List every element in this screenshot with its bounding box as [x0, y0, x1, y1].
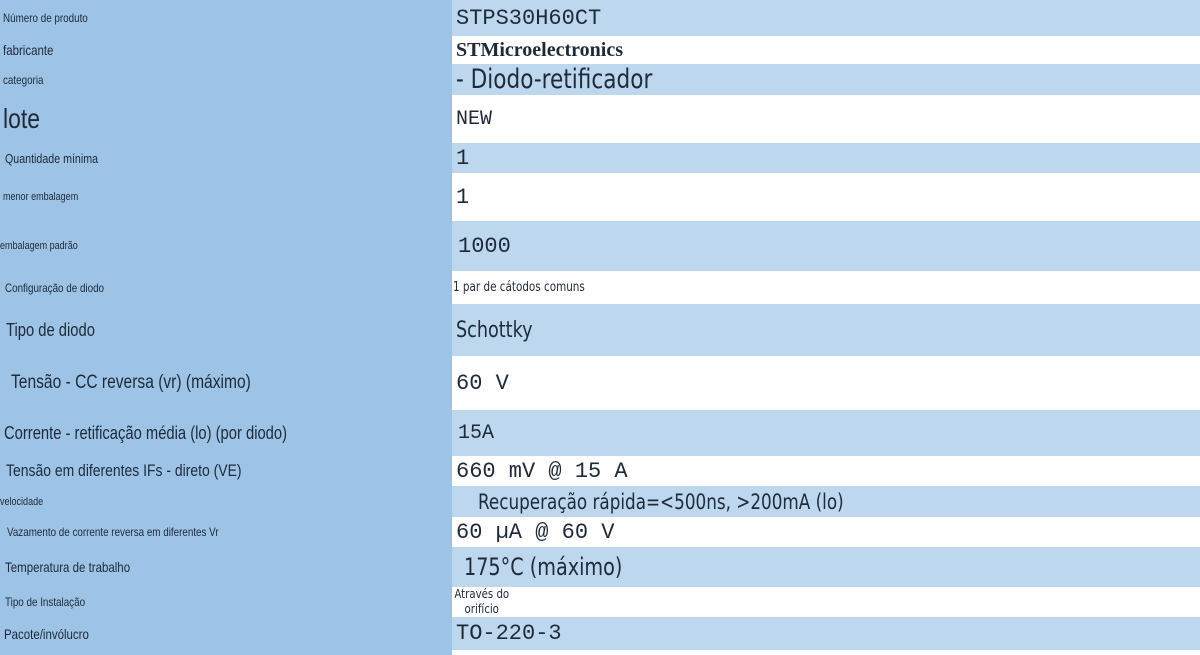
spec-value: 15A: [458, 421, 495, 445]
spec-value-cell: 60 V: [452, 356, 1200, 410]
spec-label: Vazamento de corrente reversa em diferen…: [7, 525, 219, 539]
table-row: Temperatura de trabalho 175°C (máximo): [0, 547, 1200, 587]
spec-value-cell: NEW: [452, 95, 1200, 143]
table-row: Pacote/invólucro TO-220-3: [0, 617, 1200, 650]
spec-value-cell: STPS30H60CT: [452, 0, 1200, 36]
spec-label: menor embalagem: [3, 191, 79, 203]
spec-label: Tensão - CC reversa (vr) (máximo): [11, 372, 251, 393]
spec-label: Temperatura de trabalho: [5, 559, 131, 575]
spec-label: Pacote/invólucro: [4, 625, 89, 642]
table-row: Quantidade mínima 1: [0, 143, 1200, 173]
spec-label: fabricante: [3, 42, 54, 58]
table-row: Tensão em diferentes IFs - direto (VE) 66…: [0, 456, 1200, 486]
table-row: Tensão - CC reversa (vr) (máximo) 60 V: [0, 356, 1200, 410]
spec-value: Recuperação rápida=<500ns, >200mA (lo): [478, 489, 844, 514]
spec-value: 660 mV @ 15 A: [456, 458, 628, 484]
spec-label: Quantidade mínima: [5, 150, 99, 166]
spec-label: embalagem padrão: [0, 240, 78, 252]
spec-value: Schottky: [456, 317, 533, 343]
spec-value: TO-220-3: [456, 621, 562, 646]
table-row: Tipo de diodo Schottky: [0, 304, 1200, 356]
spec-label: lote: [3, 103, 41, 134]
table-row: fabricante STMicroelectronics: [0, 36, 1200, 64]
table-row: Tipo de Instalação Através do orifício: [0, 587, 1200, 617]
spec-value-cell: Através do orifício: [452, 587, 1200, 617]
spec-label: Tipo de Instalação: [5, 595, 86, 609]
spec-value-cell: Recuperação rápida=<500ns, >200mA (lo): [452, 486, 1200, 517]
table-row: embalagem padrão 1000: [0, 221, 1200, 271]
spec-value: 60 V: [456, 370, 509, 396]
label-column: [0, 0, 452, 655]
spec-value: 1 par de cátodos comuns: [453, 280, 585, 295]
spec-value: 1: [456, 145, 470, 171]
spec-value: 175°C (máximo): [464, 553, 623, 581]
spec-value-cell: 60 µA @ 60 V: [452, 517, 1200, 547]
spec-value: NEW: [456, 107, 493, 131]
spec-value-cell: 15A: [452, 410, 1200, 456]
table-row: Número de produto STPS30H60CT: [0, 0, 1200, 36]
spec-value-cell: - Diodo-retificador: [452, 64, 1200, 95]
spec-label: Tipo de diodo: [6, 319, 95, 340]
spec-value: 60 µA @ 60 V: [456, 519, 615, 545]
spec-value: 1000: [458, 233, 511, 259]
spec-value: - Diodo-retificador: [456, 64, 653, 95]
spec-label: velocidade: [0, 495, 44, 508]
spec-label: Corrente - retificação média (lo) (por d…: [4, 422, 288, 443]
spec-value-cell: 1: [452, 143, 1200, 173]
table-row: categoria - Diodo-retificador: [0, 64, 1200, 95]
spec-value-cell: 1: [452, 173, 1200, 221]
table-row: velocidade Recuperação rápida=<500ns, >20…: [0, 486, 1200, 517]
spec-value-cell: 660 mV @ 15 A: [452, 456, 1200, 486]
table-row: menor embalagem 1: [0, 173, 1200, 221]
spec-value-cell: STMicroelectronics: [452, 36, 1200, 64]
spec-value-cell: 1 par de cátodos comuns: [452, 271, 1200, 304]
table-row: lote NEW: [0, 95, 1200, 143]
spec-value-cell: Schottky: [452, 304, 1200, 356]
spec-label: Tensão em diferentes IFs - direto (VE): [6, 461, 242, 480]
spec-label: Número de produto: [3, 11, 88, 25]
spec-value: STPS30H60CT: [456, 5, 602, 31]
table-row: Configuração de diodo 1 par de cátodos co…: [0, 271, 1200, 304]
spec-value-cell: 1000: [452, 221, 1200, 271]
table-row: Corrente - retificação média (lo) (por d…: [0, 410, 1200, 456]
table-row: Vazamento de corrente reversa em diferen…: [0, 517, 1200, 547]
spec-label: categoria: [3, 72, 44, 87]
spec-value: 1: [456, 184, 470, 210]
spec-value: STMicroelectronics: [456, 38, 623, 61]
spec-value-cell: TO-220-3: [452, 617, 1200, 650]
spec-label: Configuração de diodo: [5, 280, 105, 295]
spec-value: Através do orifício: [454, 587, 510, 616]
spec-value-cell: 175°C (máximo): [452, 547, 1200, 587]
